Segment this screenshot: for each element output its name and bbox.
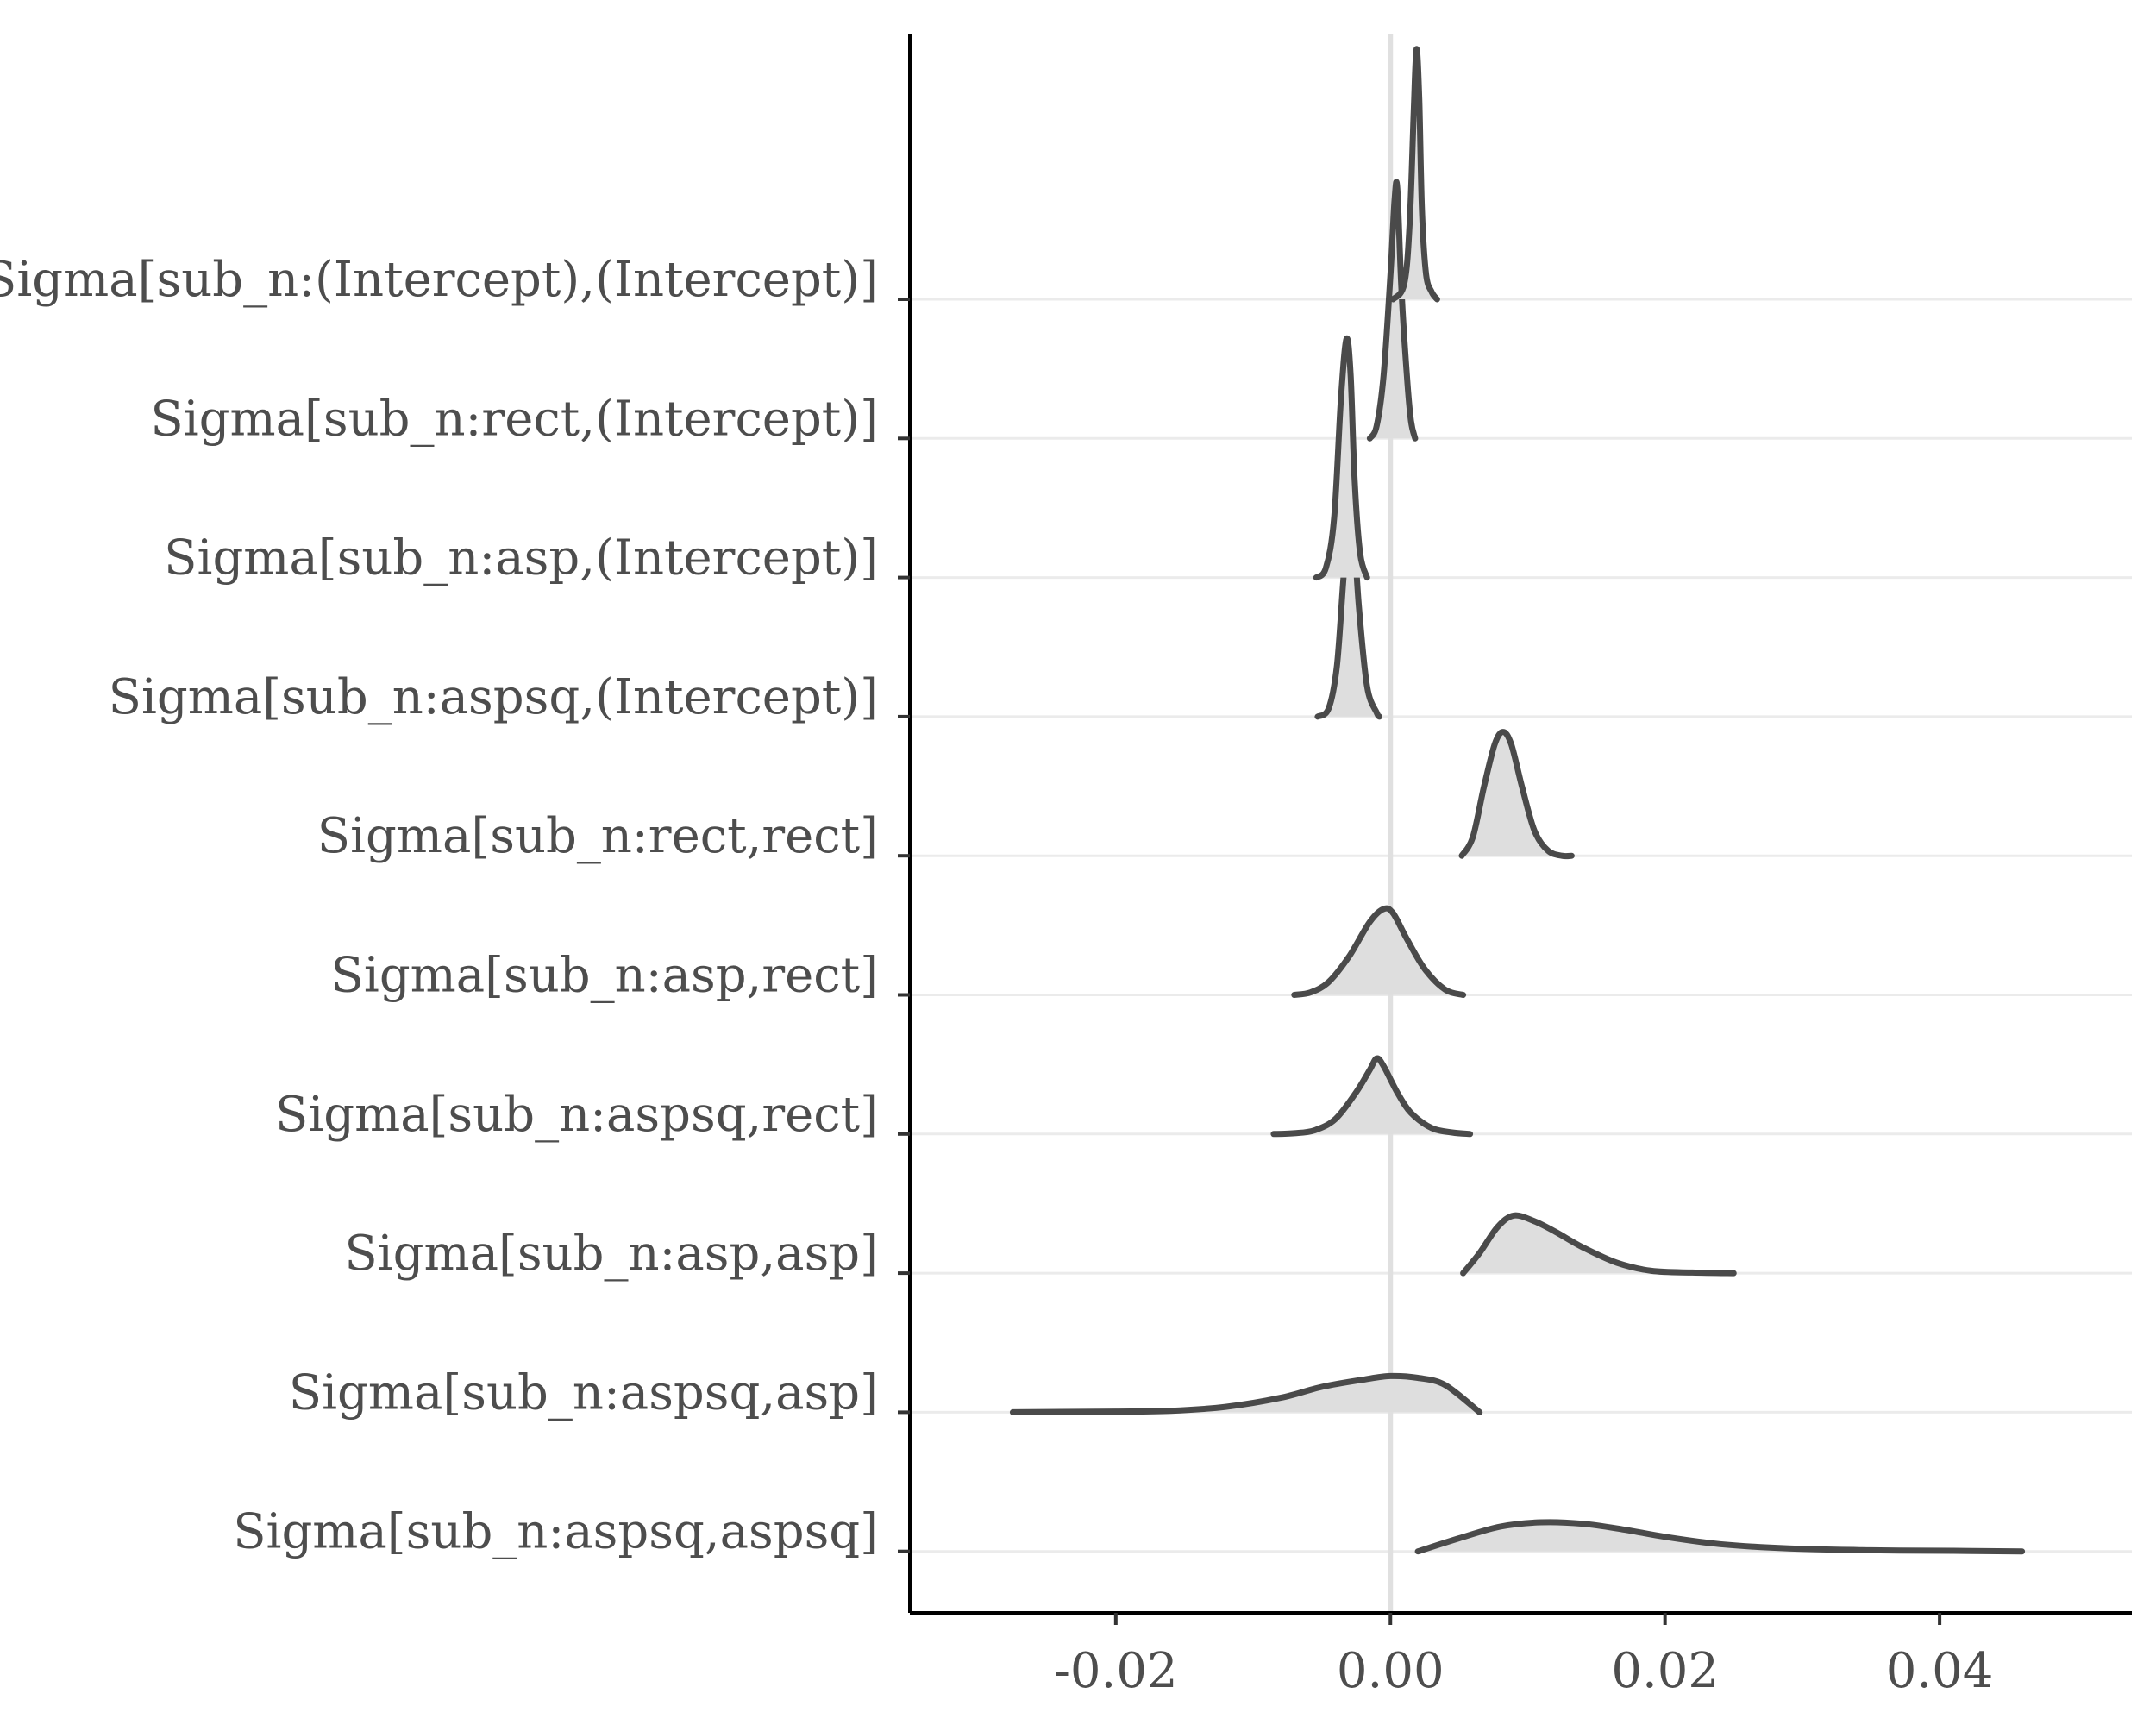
density-ridge (1458, 729, 1575, 860)
y-axis-label: Sigma[sub_n:aspsq,aspsq] (233, 1504, 879, 1560)
density-curve (1458, 729, 1575, 860)
density-ridges (1009, 46, 2026, 1555)
density-curve (1291, 905, 1467, 998)
density-curve (1460, 1212, 1737, 1276)
density-ridge (1009, 1372, 1483, 1415)
density-fill (1463, 1215, 1734, 1274)
y-axis-label: Sigma[sub_n:aspsq,(Intercept)] (109, 669, 879, 725)
y-axis-label: Sigma[sub_n:aspsq,rect] (275, 1087, 879, 1143)
density-fill (1462, 731, 1572, 856)
y-axis-label: Sigma[sub_n:aspsq,asp] (289, 1364, 879, 1421)
y-axis-labels: Sigma[sub_n:(Intercept),(Intercept)] Sigm… (0, 252, 910, 1560)
density-curve (1009, 1372, 1483, 1415)
y-axis-label: Sigma[sub_n:rect,rect] (317, 808, 879, 864)
density-fill (1012, 1376, 1480, 1413)
y-axis-label: Sigma[sub_n:(Intercept),(Intercept)] (0, 252, 879, 308)
density-curve (1414, 1519, 2026, 1555)
density-fill (1393, 48, 1438, 300)
density-ridge (1414, 1519, 2026, 1555)
density-curve (1270, 1055, 1474, 1138)
density-ridge (1366, 179, 1419, 442)
x-tick-label: -0.02 (1054, 1643, 1178, 1699)
density-ridge (1389, 46, 1440, 303)
x-axis-ticks: -0.02 0.00 0.02 0.04 (1054, 1613, 1993, 1699)
density-fill (1294, 908, 1463, 995)
density-fill (1273, 1057, 1470, 1134)
x-tick-label: 0.02 (1611, 1643, 1719, 1699)
y-axis-label: Sigma[sub_n:asp,rect] (331, 948, 879, 1004)
x-tick-label: 0.04 (1886, 1643, 1994, 1699)
y-axis-label: Sigma[sub_n:asp,asp] (344, 1226, 879, 1282)
density-ridge (1270, 1055, 1474, 1138)
density-curve (1313, 335, 1370, 581)
density-curve (1389, 46, 1440, 303)
x-tick-label: 0.00 (1337, 1643, 1445, 1699)
density-ridge (1291, 905, 1467, 998)
y-axis-label: Sigma[sub_n:asp,(Intercept)] (164, 530, 879, 586)
density-ridge (1313, 335, 1370, 581)
y-axis-label: Sigma[sub_n:rect,(Intercept)] (150, 391, 879, 447)
density-curve (1366, 179, 1419, 442)
density-fill (1418, 1521, 2022, 1552)
density-ridge (1460, 1212, 1737, 1276)
